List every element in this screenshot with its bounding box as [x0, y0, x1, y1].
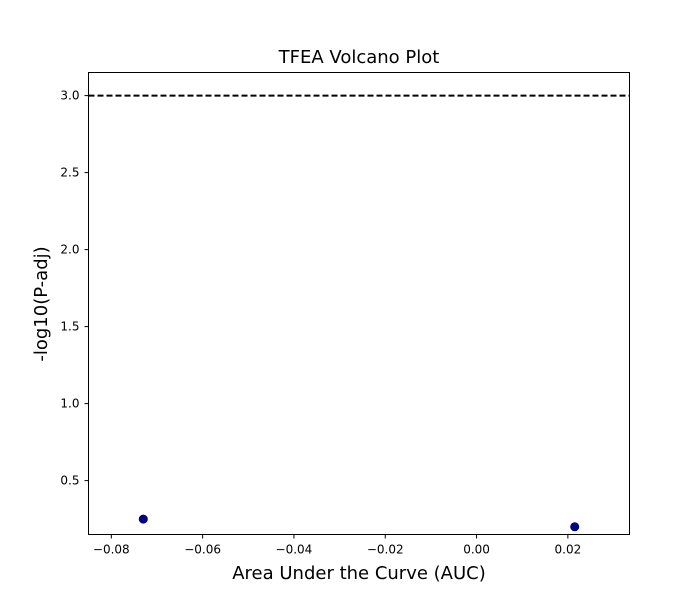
x-axis-ticks: −0.08 −0.06 −0.04 −0.02 0.00 0.02 — [93, 534, 582, 557]
data-point — [570, 522, 580, 532]
y-tick-label: 3.0 — [60, 89, 79, 103]
y-tick-label: 2.0 — [60, 243, 79, 257]
y-tick-label: 0.5 — [60, 474, 79, 488]
x-tick-label: 0.00 — [463, 543, 490, 557]
data-point — [138, 514, 148, 524]
plot-frame — [88, 72, 630, 535]
x-tick-label: −0.06 — [184, 543, 221, 557]
data-points — [138, 514, 580, 532]
x-axis-label: Area Under the Curve (AUC) — [232, 563, 486, 584]
y-axis-label: -log10(P-adj) — [31, 246, 52, 361]
y-tick-label: 2.5 — [60, 166, 79, 180]
chart-title: TFEA Volcano Plot — [278, 47, 440, 68]
x-tick-label: −0.02 — [367, 543, 404, 557]
y-axis-ticks: 0.5 1.0 1.5 2.0 2.5 3.0 — [60, 89, 89, 488]
x-tick-label: 0.02 — [555, 543, 582, 557]
y-tick-label: 1.5 — [60, 320, 79, 334]
x-tick-label: −0.04 — [276, 543, 313, 557]
x-tick-label: −0.08 — [93, 543, 130, 557]
y-tick-label: 1.0 — [60, 397, 79, 411]
